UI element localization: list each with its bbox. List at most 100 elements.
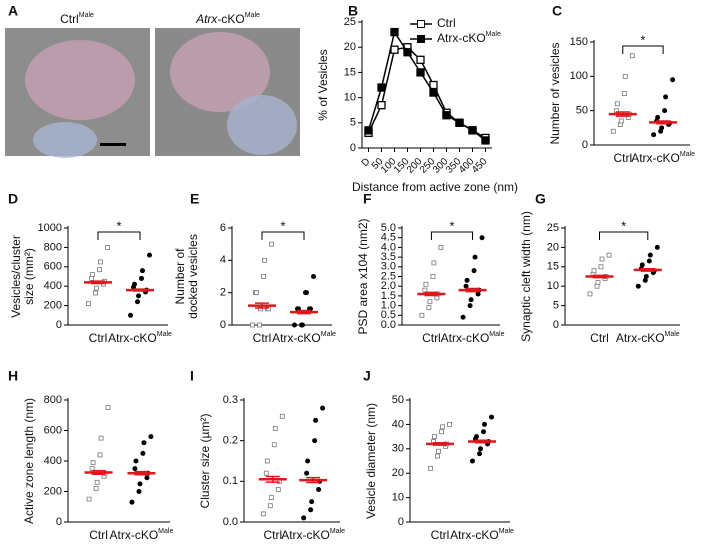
- data-point: [263, 470, 269, 476]
- sem-bar: [91, 280, 105, 285]
- x-tick-label-main: Atrx-cKO: [272, 331, 321, 345]
- data-point: [105, 244, 110, 250]
- sem-bar: [640, 267, 655, 272]
- axis-lines: [401, 226, 500, 326]
- data-point: [271, 442, 277, 448]
- image-label-main: Atrx: [195, 12, 218, 26]
- data-point: [654, 244, 660, 250]
- y-tick-label: 0: [553, 319, 559, 331]
- significance-label: *: [640, 32, 645, 47]
- sem-bar: [306, 476, 321, 484]
- data-point: [428, 465, 433, 471]
- data-point: [89, 276, 94, 281]
- y-tick-label: 25: [344, 16, 356, 28]
- data-point: [312, 438, 318, 444]
- x-tick-label-main: Atrx-cKO: [281, 528, 330, 542]
- data-point: [93, 290, 98, 296]
- presynaptic-region: [25, 40, 135, 120]
- data-point: [90, 272, 95, 277]
- sem-bar: [134, 470, 149, 476]
- x-tick-label-main: Atrx-cKO: [616, 331, 665, 345]
- panel-label: H: [8, 368, 18, 384]
- data-point: [655, 115, 661, 121]
- data-point: [438, 244, 444, 250]
- data-point: [430, 274, 436, 279]
- data-point: [129, 499, 135, 505]
- y-tick-label: 1000: [38, 222, 62, 234]
- y-tick-label: 4: [220, 254, 226, 266]
- y-axis-label: Synaptic cleft width (nm): [519, 211, 533, 342]
- data-point: [455, 118, 464, 127]
- data-point: [481, 429, 486, 435]
- image-label-sup: Male: [245, 12, 260, 19]
- y-tick-label: 0.0: [381, 319, 396, 331]
- y-tick-label: 0: [350, 142, 356, 154]
- x-tick-label-sup: Male: [158, 528, 173, 535]
- data-point: [622, 73, 628, 79]
- data-point: [435, 453, 440, 459]
- panel-label: G: [535, 191, 546, 207]
- data-point: [662, 108, 668, 114]
- x-tick-label-main: Ctrl: [431, 528, 450, 542]
- legend-label: Atrx-cKOMale: [437, 31, 501, 45]
- scale-bar: [100, 143, 126, 146]
- data-point: [419, 312, 425, 318]
- x-tick-label: Atrx-cKOMale: [281, 528, 345, 542]
- data-point: [136, 489, 142, 494]
- y-tick-label: 5: [350, 117, 356, 129]
- x-tick-label-main: Atrx-cKO: [441, 331, 490, 345]
- y-axis-label: Active zone length (nm): [22, 398, 36, 524]
- data-point: [260, 511, 266, 517]
- data-point: [479, 235, 485, 241]
- axis-lines: [231, 226, 332, 326]
- data-point: [269, 241, 274, 247]
- y-tick-label: 50: [576, 105, 588, 117]
- legend-label-main: Atrx-cKO: [437, 31, 486, 45]
- significance-bracket: [261, 231, 305, 240]
- data-point: [250, 322, 255, 328]
- y-tick-label: 0.3: [223, 394, 238, 406]
- x-tick-label-main: Atrx-cKO: [108, 331, 157, 345]
- sem-bar: [433, 441, 447, 446]
- sem-bar: [475, 439, 489, 444]
- x-tick-label-sup: Male: [665, 331, 680, 338]
- sem-bar: [265, 475, 280, 483]
- significance-bracket: [622, 45, 664, 54]
- significance-label: *: [280, 218, 285, 233]
- data-point: [133, 458, 139, 464]
- x-tick-label-sup: Male: [680, 151, 695, 158]
- sem-bar: [656, 120, 671, 125]
- y-tick-label: 20: [392, 467, 404, 479]
- data-point: [595, 279, 601, 285]
- significance-bracket: [97, 231, 141, 240]
- x-tick-label: Atrx-cKOMale: [110, 528, 174, 542]
- y-axis-label: Number of vesicles: [548, 42, 562, 144]
- data-point: [141, 440, 147, 446]
- data-point: [439, 429, 444, 435]
- y-axis-label: Number of: [173, 248, 187, 305]
- sem-bar: [255, 302, 269, 309]
- data-point: [98, 435, 104, 441]
- y-axis-label: docked vesicles: [186, 234, 200, 319]
- y-tick-label: 600: [44, 424, 62, 436]
- x-tick-label: Ctrl: [613, 151, 632, 165]
- image-label: CtrlMale: [60, 12, 94, 26]
- y-tick-label: 200: [44, 300, 62, 312]
- y-tick-label: 1.5: [381, 290, 396, 302]
- legend-marker: [417, 20, 425, 28]
- x-tick-label: Atrx-cKOMale: [441, 331, 505, 345]
- y-axis-label: Cluster size (µm²): [198, 414, 212, 509]
- y-tick-label: 2.5: [381, 270, 396, 282]
- y-axis-label: Vesicles/cluster: [9, 235, 23, 318]
- data-point: [434, 295, 440, 301]
- y-tick-label: 1.0: [381, 300, 396, 312]
- image-label-main: Ctrl: [60, 12, 79, 26]
- data-point: [643, 274, 649, 279]
- y-tick-label: 100: [570, 70, 588, 82]
- em-images: [5, 28, 300, 158]
- x-tick-label-sup: Male: [330, 528, 345, 535]
- data-point: [313, 417, 319, 423]
- data-point: [308, 507, 314, 513]
- y-tick-label: 15: [344, 66, 356, 78]
- y-tick-label: 2.0: [381, 280, 396, 292]
